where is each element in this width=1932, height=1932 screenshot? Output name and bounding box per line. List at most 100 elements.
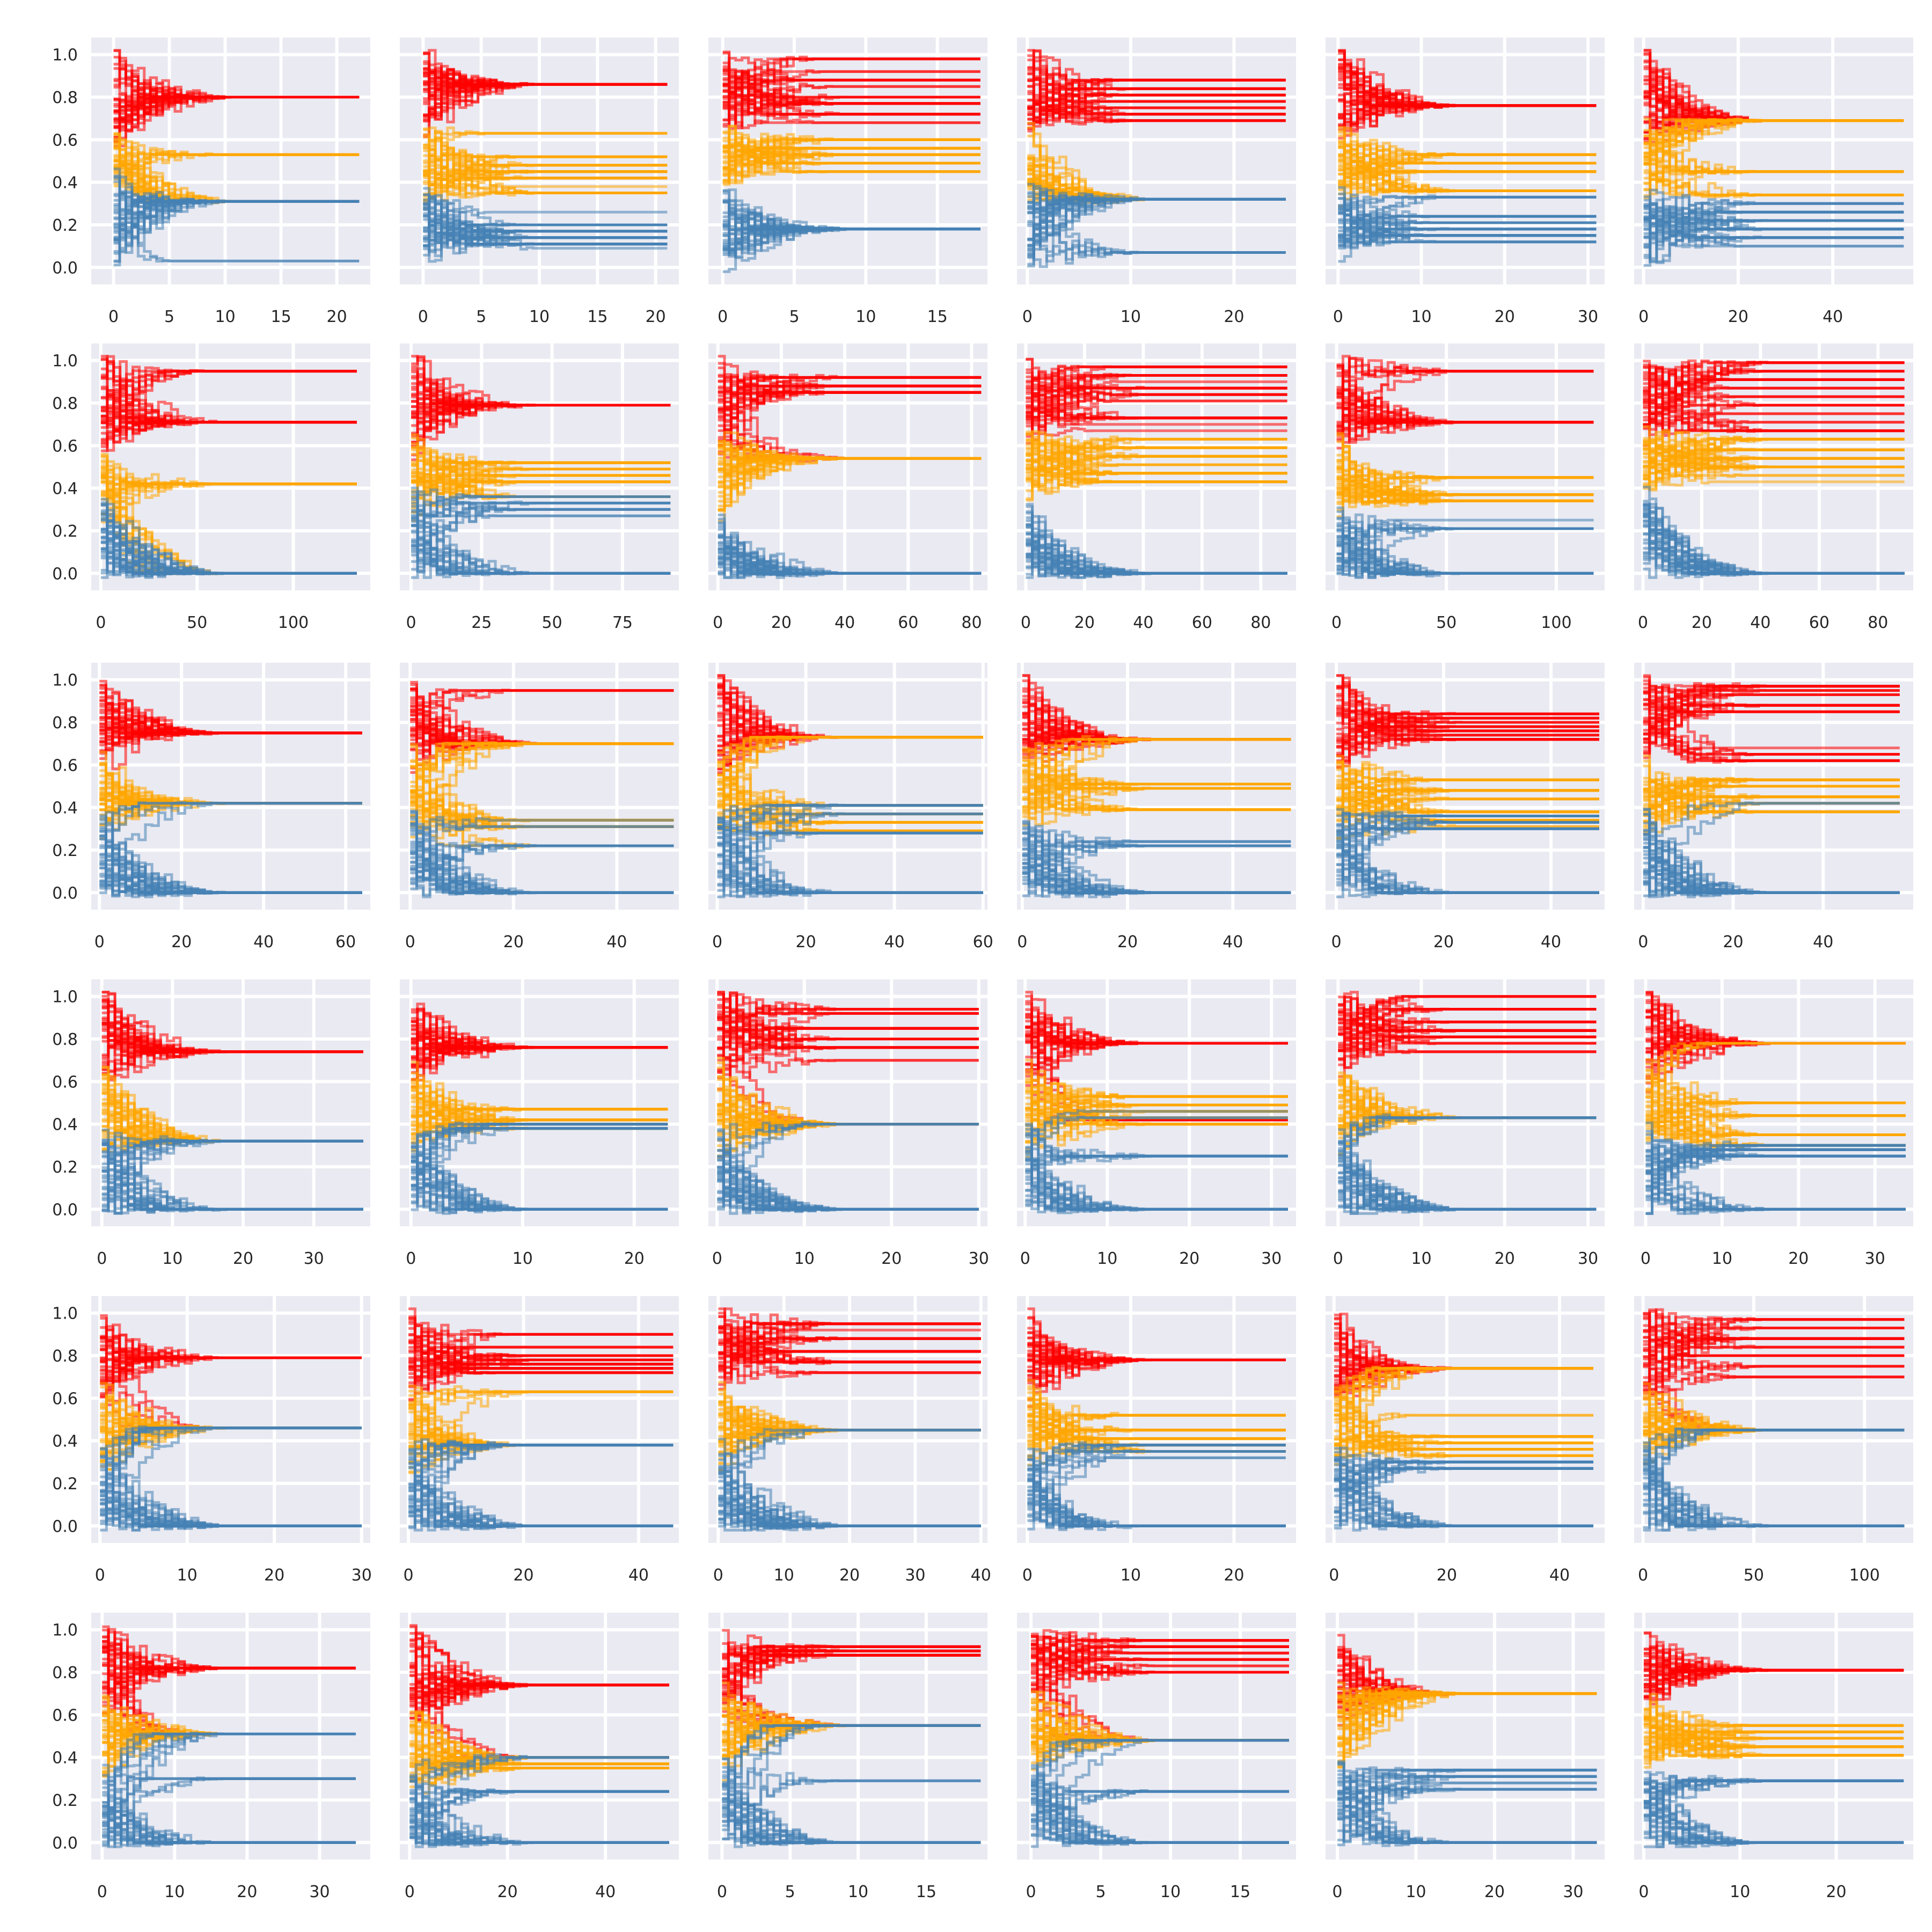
trajectory-high: [718, 391, 982, 448]
trajectory-lines: [1643, 49, 1904, 267]
trajectory-lines: [113, 49, 360, 267]
subplot-3-1: 0 20 40 60 0.0 0.2 0.4 0.6 0.8 1.0: [52, 663, 370, 952]
series-low: [1337, 1760, 1597, 1847]
y-tick-label: 0.4: [52, 174, 78, 193]
trajectory-low: [1031, 1794, 1289, 1845]
series-mid: [1022, 735, 1291, 827]
subplot-5-3: 0 10 20 30 40: [708, 1296, 991, 1585]
trajectory-high: [411, 404, 671, 443]
trajectory-lines: [1338, 49, 1597, 263]
trajectory-mid: [1337, 1692, 1597, 1748]
x-tick-label: 20: [513, 1566, 533, 1585]
trajectory-lines: [423, 49, 668, 263]
trajectory-low: [1025, 1115, 1288, 1154]
trajectory-low: [717, 1121, 979, 1158]
trajectory-mid: [1334, 1413, 1593, 1438]
x-tick-label: 0: [97, 1249, 107, 1268]
trajectory-mid: [1645, 1042, 1906, 1070]
trajectory-high: [1643, 398, 1905, 434]
series-mid: [1643, 754, 1900, 836]
x-tick-label: 10: [529, 308, 550, 326]
x-tick-label: 30: [304, 1249, 324, 1268]
series-mid: [1025, 1058, 1288, 1159]
x-tick-label: 30: [1578, 1249, 1598, 1268]
trajectory-high: [1027, 67, 1286, 84]
trajectory-lines: [1643, 359, 1905, 579]
x-tick-label: 0: [1022, 1566, 1033, 1585]
series-low: [1336, 808, 1599, 898]
x-tick-label: 10: [513, 1249, 533, 1268]
series-low: [1022, 819, 1291, 898]
x-tick-label: 30: [905, 1566, 925, 1585]
x-tick-label: 0: [1638, 1566, 1648, 1585]
trajectory-low: [1337, 1784, 1597, 1804]
subplot-5-5: 0 20 40: [1326, 1296, 1605, 1585]
x-tick-label: 0: [1022, 308, 1033, 326]
trajectory-low: [423, 203, 668, 251]
series-high: [99, 679, 362, 771]
x-tick-label: 20: [1788, 1249, 1809, 1268]
x-tick-label: 20: [624, 1249, 645, 1268]
y-tick-label: 1.0: [52, 1305, 78, 1323]
x-tick-label: 10: [855, 308, 876, 326]
trajectory-low: [1336, 526, 1594, 574]
series-mid: [1643, 1693, 1904, 1769]
trajectory-high: [1027, 111, 1286, 130]
trajectory-mid: [1643, 1724, 1904, 1752]
y-tick-label: 0.0: [52, 1517, 78, 1536]
trajectory-high: [722, 1646, 981, 1673]
x-tick-label: 40: [971, 1566, 991, 1585]
x-tick-label: 20: [1437, 1566, 1457, 1585]
trajectory-low: [410, 822, 674, 894]
series-low: [423, 187, 668, 263]
trajectory-low: [423, 204, 668, 221]
trajectory-mid: [1334, 1398, 1593, 1445]
trajectory-high: [1338, 1042, 1597, 1058]
trajectory-mid: [1336, 464, 1594, 485]
trajectory-low: [1337, 1767, 1597, 1797]
y-tick-label: 0.6: [52, 1389, 78, 1408]
trajectory-high: [1643, 1354, 1905, 1395]
x-tick-label: 30: [309, 1883, 330, 1901]
series-low: [1643, 1427, 1905, 1532]
trajectory-high: [722, 82, 980, 107]
series-low: [717, 802, 983, 898]
series-high: [100, 355, 357, 452]
x-tick-label: 40: [606, 933, 627, 952]
y-tick-label: 0.8: [52, 1030, 78, 1049]
x-tick-label: 20: [1224, 1566, 1244, 1585]
trajectory-low: [1336, 821, 1599, 859]
trajectory-lines: [1338, 991, 1597, 1215]
x-tick-label: 0: [1638, 308, 1649, 326]
trajectory-high: [1643, 386, 1905, 427]
y-tick-label: 0.0: [52, 565, 78, 583]
trajectory-low: [1027, 1473, 1286, 1527]
x-tick-label: 80: [961, 613, 982, 632]
x-tick-label: 40: [884, 933, 905, 952]
x-tick-label: 0: [713, 1566, 723, 1585]
trajectory-mid: [1643, 439, 1905, 464]
x-tick-label: 60: [898, 613, 918, 632]
trajectory-mid: [1645, 1117, 1906, 1138]
series-mid: [1338, 126, 1597, 208]
x-tick-label: 5: [164, 308, 174, 326]
trajectory-mid: [1643, 443, 1905, 485]
trajectory-mid: [1022, 772, 1291, 794]
trajectory-high: [717, 993, 979, 1030]
subplot-2-2: 0 25 50 75: [400, 343, 679, 632]
plot-background: [400, 1296, 679, 1543]
trajectory-high: [1031, 1629, 1289, 1654]
x-tick-label: 30: [352, 1566, 372, 1585]
x-tick-label: 10: [1160, 1883, 1181, 1901]
trajectory-mid: [722, 132, 980, 152]
x-tick-label: 15: [916, 1883, 936, 1901]
trajectory-low: [1027, 197, 1286, 216]
x-tick-label: 10: [1097, 1249, 1117, 1268]
trajectory-high: [1643, 1644, 1904, 1672]
trajectory-high: [1026, 415, 1287, 441]
x-tick-label: 0: [1331, 613, 1342, 632]
trajectory-low: [1643, 1458, 1905, 1527]
trajectory-high: [1027, 83, 1286, 104]
series-low: [411, 486, 671, 579]
x-tick-label: 0: [95, 1566, 105, 1585]
